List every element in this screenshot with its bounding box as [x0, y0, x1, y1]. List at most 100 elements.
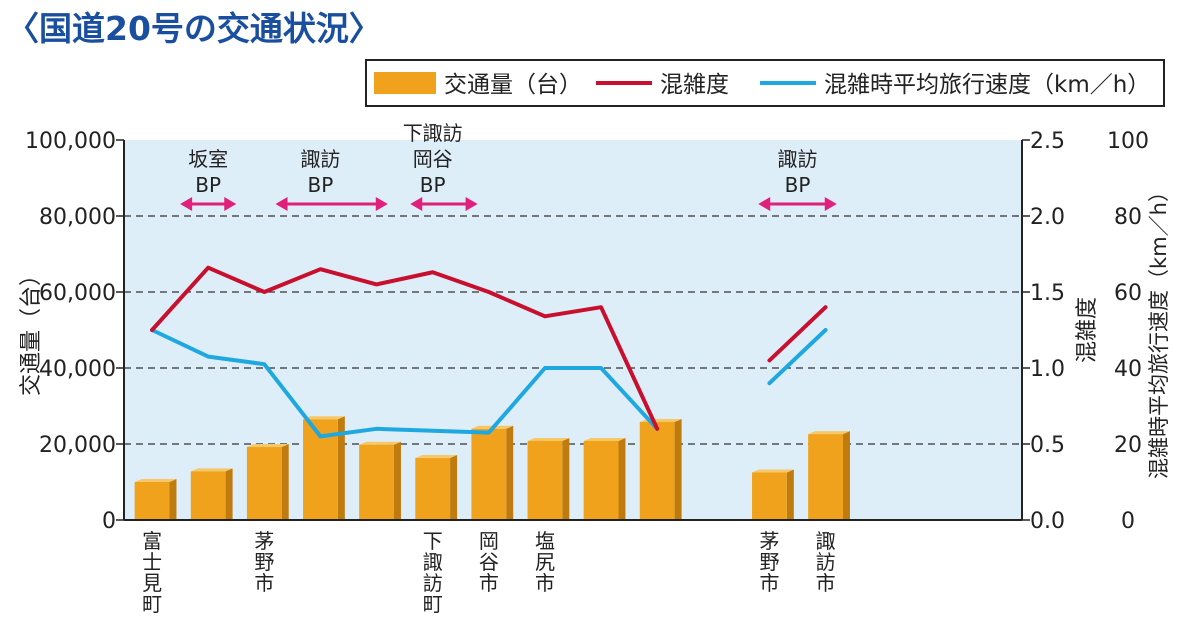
tick-label-right1: 2.0: [1030, 205, 1065, 230]
bar: [583, 437, 626, 520]
bar-side: [281, 444, 289, 520]
tick-label-right2: 100: [1107, 129, 1149, 154]
y-right2-label: 混雑時平均旅行速度（km／h）: [1147, 181, 1171, 479]
bp-label: BP: [308, 173, 334, 197]
tick-label-right2: 0: [1121, 509, 1135, 534]
x-tick-char: 塩: [535, 529, 555, 553]
bar-face: [471, 428, 507, 520]
x-tick-char: 下: [423, 529, 443, 553]
tick-label-right1: 0.0: [1030, 509, 1065, 534]
speed-line: [150, 328, 660, 439]
tick-label-right1: 1.0: [1030, 357, 1065, 382]
x-tick-char: 谷: [479, 550, 499, 574]
bar-face: [246, 447, 282, 520]
tick-label-right1: 2.5: [1030, 129, 1065, 154]
bar-face: [190, 471, 226, 520]
x-tick-char: 茅: [254, 529, 274, 553]
bar: [246, 444, 289, 520]
bar-side: [842, 431, 850, 520]
tick-label-right2: 20: [1114, 433, 1142, 458]
tick-label-left: 80,000: [39, 205, 116, 230]
arrow-head-left: [180, 197, 193, 211]
bar-side: [674, 418, 682, 520]
x-tick-char: 茅: [759, 529, 779, 553]
bar-side: [169, 479, 177, 520]
bar-top: [246, 444, 289, 448]
x-tick-label: 塩尻市: [535, 529, 555, 595]
x-tick-char: 野: [759, 550, 779, 574]
bar: [359, 441, 401, 520]
x-tick-char: 岡: [479, 529, 499, 553]
bar: [527, 437, 570, 520]
bar-face: [415, 458, 451, 520]
bar-top: [190, 468, 233, 472]
arrow-head-left: [275, 197, 288, 211]
x-tick-char: 市: [759, 571, 779, 595]
bar: [190, 468, 233, 520]
x-tick-char: 訪: [423, 571, 443, 595]
tick-label-right2: 80: [1114, 205, 1142, 230]
arrow-head-left: [410, 197, 423, 211]
bar-side: [618, 437, 626, 520]
chart-title: 〈国道20号の交通状況〉: [6, 9, 382, 48]
bp-label: 岡谷: [413, 147, 453, 171]
x-tick-char: 尻: [535, 550, 555, 574]
speed-line: [767, 328, 828, 386]
tick-label-left: 0: [102, 509, 116, 534]
bar-face: [583, 440, 619, 520]
bp-label: BP: [420, 173, 446, 197]
legend-speed-label: 混雑時平均旅行速度（km／h）: [824, 72, 1150, 98]
bar: [303, 416, 345, 520]
arrow-head-right: [224, 197, 237, 211]
x-tick-char: 市: [254, 571, 274, 595]
bp-label: 諏訪: [778, 147, 818, 171]
tick-label-left: 60,000: [39, 281, 116, 306]
x-tick-label: 茅野市: [759, 529, 779, 595]
tick-label-left: 20,000: [39, 433, 116, 458]
tick-label-left: 40,000: [39, 357, 116, 382]
bar-top: [134, 479, 177, 482]
bar-side: [393, 441, 401, 520]
y-right1-label: 混雑度: [1075, 297, 1100, 363]
bar-top: [303, 416, 345, 420]
arrow-head-right: [375, 197, 388, 211]
x-tick-char: 町: [423, 592, 443, 616]
x-tick-char: 諏: [423, 550, 443, 574]
bar-face: [808, 434, 843, 520]
bar-face: [752, 472, 787, 520]
bar-side: [225, 468, 233, 520]
congestion-line: [150, 265, 660, 431]
arrow-head-right: [465, 197, 478, 211]
bar-face: [639, 421, 675, 520]
x-tick-char: 市: [479, 571, 499, 595]
bar-top: [527, 437, 570, 441]
bar: [639, 418, 682, 520]
tick-label-left: 100,000: [25, 129, 116, 154]
bar-top: [359, 441, 401, 445]
x-tick-char: 士: [142, 550, 162, 574]
legend: 交通量（台） 混雑度 混雑時平均旅行速度（km／h）: [365, 59, 1165, 107]
bar: [808, 431, 850, 520]
arrow-head-right: [824, 197, 837, 211]
bp-label: 坂室: [188, 147, 228, 171]
bp-label: 下諏訪: [403, 121, 463, 145]
bar-top: [415, 455, 458, 459]
bar: [134, 479, 177, 520]
tick-label-right1: 1.5: [1030, 281, 1065, 306]
y-left-label: 交通量（台）: [19, 264, 44, 396]
legend-traffic-label: 交通量（台）: [444, 72, 582, 98]
tick-label-right2: 60: [1114, 281, 1142, 306]
x-tick-label: 茅野市: [254, 529, 274, 595]
x-tick-char: 市: [816, 571, 836, 595]
axes: 0 20,000 40,000 60,000 80,000 100,000 0.0 0.5 1.…: [19, 129, 1171, 534]
bp-label: BP: [195, 173, 221, 197]
x-tick-char: 富: [142, 529, 162, 553]
bar-face: [527, 440, 563, 520]
legend-congestion-label: 混雑度: [660, 72, 729, 98]
bar-side: [450, 455, 458, 520]
